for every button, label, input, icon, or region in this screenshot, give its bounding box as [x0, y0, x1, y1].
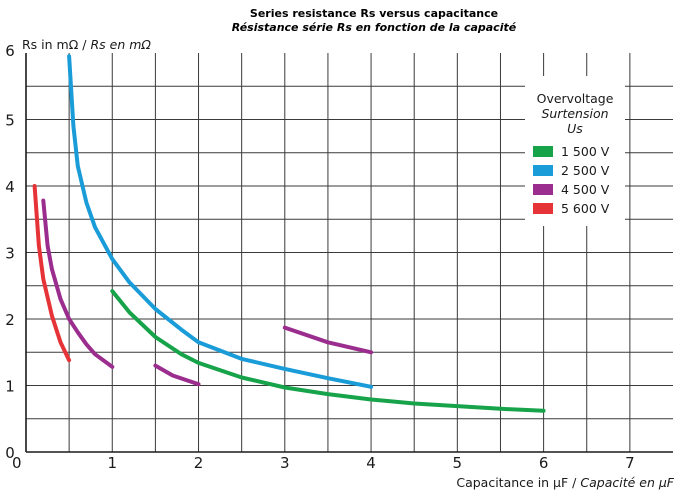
y-tick-label: 1 [5, 378, 15, 396]
legend-swatch-2500v [533, 165, 553, 176]
curve-1500v [110, 289, 546, 413]
x-tick-label: 4 [366, 454, 376, 472]
x-tick-labels: 0 1 2 3 4 5 6 7 [12, 454, 635, 472]
curve-4500v [153, 363, 201, 387]
x-tick-label: 6 [539, 454, 549, 472]
y-axis-label: Rs in mΩ / Rs en mΩ [22, 37, 151, 52]
curve-4500v [41, 198, 115, 369]
x-axis-label-en: Capacitance in µF [456, 475, 568, 490]
legend: Overvoltage Surtension Us 1 500 V 2 500 V… [525, 76, 625, 226]
legend-title-fr: Surtension [541, 106, 608, 121]
chart-title: Series resistance Rs versus capacitance [250, 7, 498, 20]
curve-2500v [67, 54, 374, 389]
x-tick-label: 7 [625, 454, 635, 472]
y-axis-label-en: Rs in mΩ [22, 37, 79, 52]
legend-swatch-1500v [533, 146, 553, 157]
y-tick-label: 0 [5, 444, 15, 462]
y-tick-label: 6 [5, 42, 15, 60]
legend-swatch-4500v [533, 184, 553, 195]
legend-entries: 1 500 V 2 500 V 4 500 V 5 600 V [533, 144, 610, 216]
curve-4500v [282, 325, 374, 355]
x-tick-label: 3 [280, 454, 290, 472]
legend-title-symbol: Us [567, 121, 583, 136]
y-tick-label: 2 [5, 311, 15, 329]
x-axis-label-fr: Capacité en µF [580, 475, 674, 490]
legend-swatch-5600v [533, 203, 553, 214]
y-tick-label: 5 [5, 112, 15, 130]
x-tick-label: 0 [12, 454, 22, 472]
curve-5600v [32, 184, 72, 363]
chart-subtitle: Résistance série Rs en fonction de la ca… [232, 21, 517, 34]
legend-label-2500v: 2 500 V [561, 163, 610, 178]
y-tick-label: 3 [5, 245, 15, 263]
curves [32, 54, 546, 413]
legend-title-en: Overvoltage [537, 91, 614, 106]
y-tick-label: 4 [5, 178, 15, 196]
x-tick-label: 5 [453, 454, 463, 472]
legend-label-4500v: 4 500 V [561, 182, 610, 197]
y-tick-labels: 0 1 2 3 4 5 6 [5, 42, 15, 462]
legend-label-1500v: 1 500 V [561, 144, 610, 159]
x-axis-label: Capacitance in µF / Capacité en µF [456, 475, 674, 490]
legend-label-5600v: 5 600 V [561, 201, 610, 216]
x-tick-label: 2 [194, 454, 204, 472]
axes [25, 53, 673, 453]
x-tick-label: 1 [107, 454, 117, 472]
y-axis-label-fr: Rs en mΩ [90, 37, 151, 52]
